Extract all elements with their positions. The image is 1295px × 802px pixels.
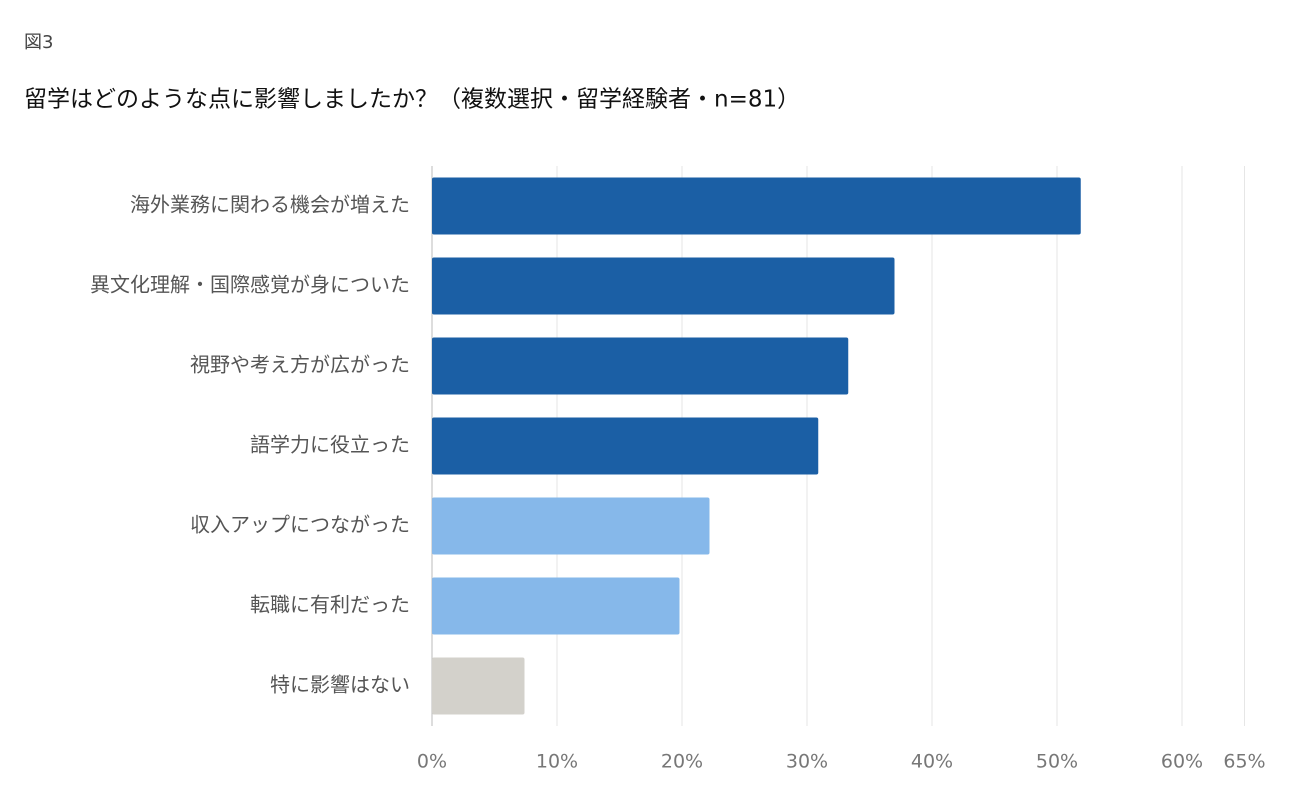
- x-tick-label: 65%: [1223, 751, 1265, 773]
- x-tick-label: 30%: [786, 751, 828, 773]
- figure-label: 図3: [24, 32, 53, 53]
- y-tick-label: 転職に有利だった: [250, 593, 410, 617]
- bar: [432, 497, 710, 555]
- y-tick-label: 海外業務に関わる機会が増えた: [130, 193, 410, 217]
- bar: [432, 337, 849, 395]
- y-tick-label: 異文化理解・国際感覚が身についた: [90, 273, 410, 297]
- x-tick-label: 10%: [536, 751, 578, 773]
- chart-title: 留学はどのような点に影響しましたか？（複数選択・留学経験者・n=81）: [24, 87, 800, 113]
- bar: [432, 657, 525, 715]
- bar: [432, 417, 819, 475]
- x-tick-label: 20%: [661, 751, 703, 773]
- x-tick-label: 60%: [1161, 751, 1203, 773]
- y-tick-label: 特に影響はない: [270, 673, 410, 697]
- y-tick-label: 語学力に役立った: [250, 433, 410, 457]
- y-tick-label: 収入アップにつながった: [190, 513, 410, 537]
- y-tick-label: 視野や考え方が広がった: [190, 353, 410, 377]
- bar: [432, 577, 680, 635]
- bar: [432, 257, 895, 315]
- x-tick-label: 50%: [1036, 751, 1078, 773]
- x-tick-label: 0%: [417, 751, 447, 773]
- x-tick-label: 40%: [911, 751, 953, 773]
- bar: [432, 177, 1081, 235]
